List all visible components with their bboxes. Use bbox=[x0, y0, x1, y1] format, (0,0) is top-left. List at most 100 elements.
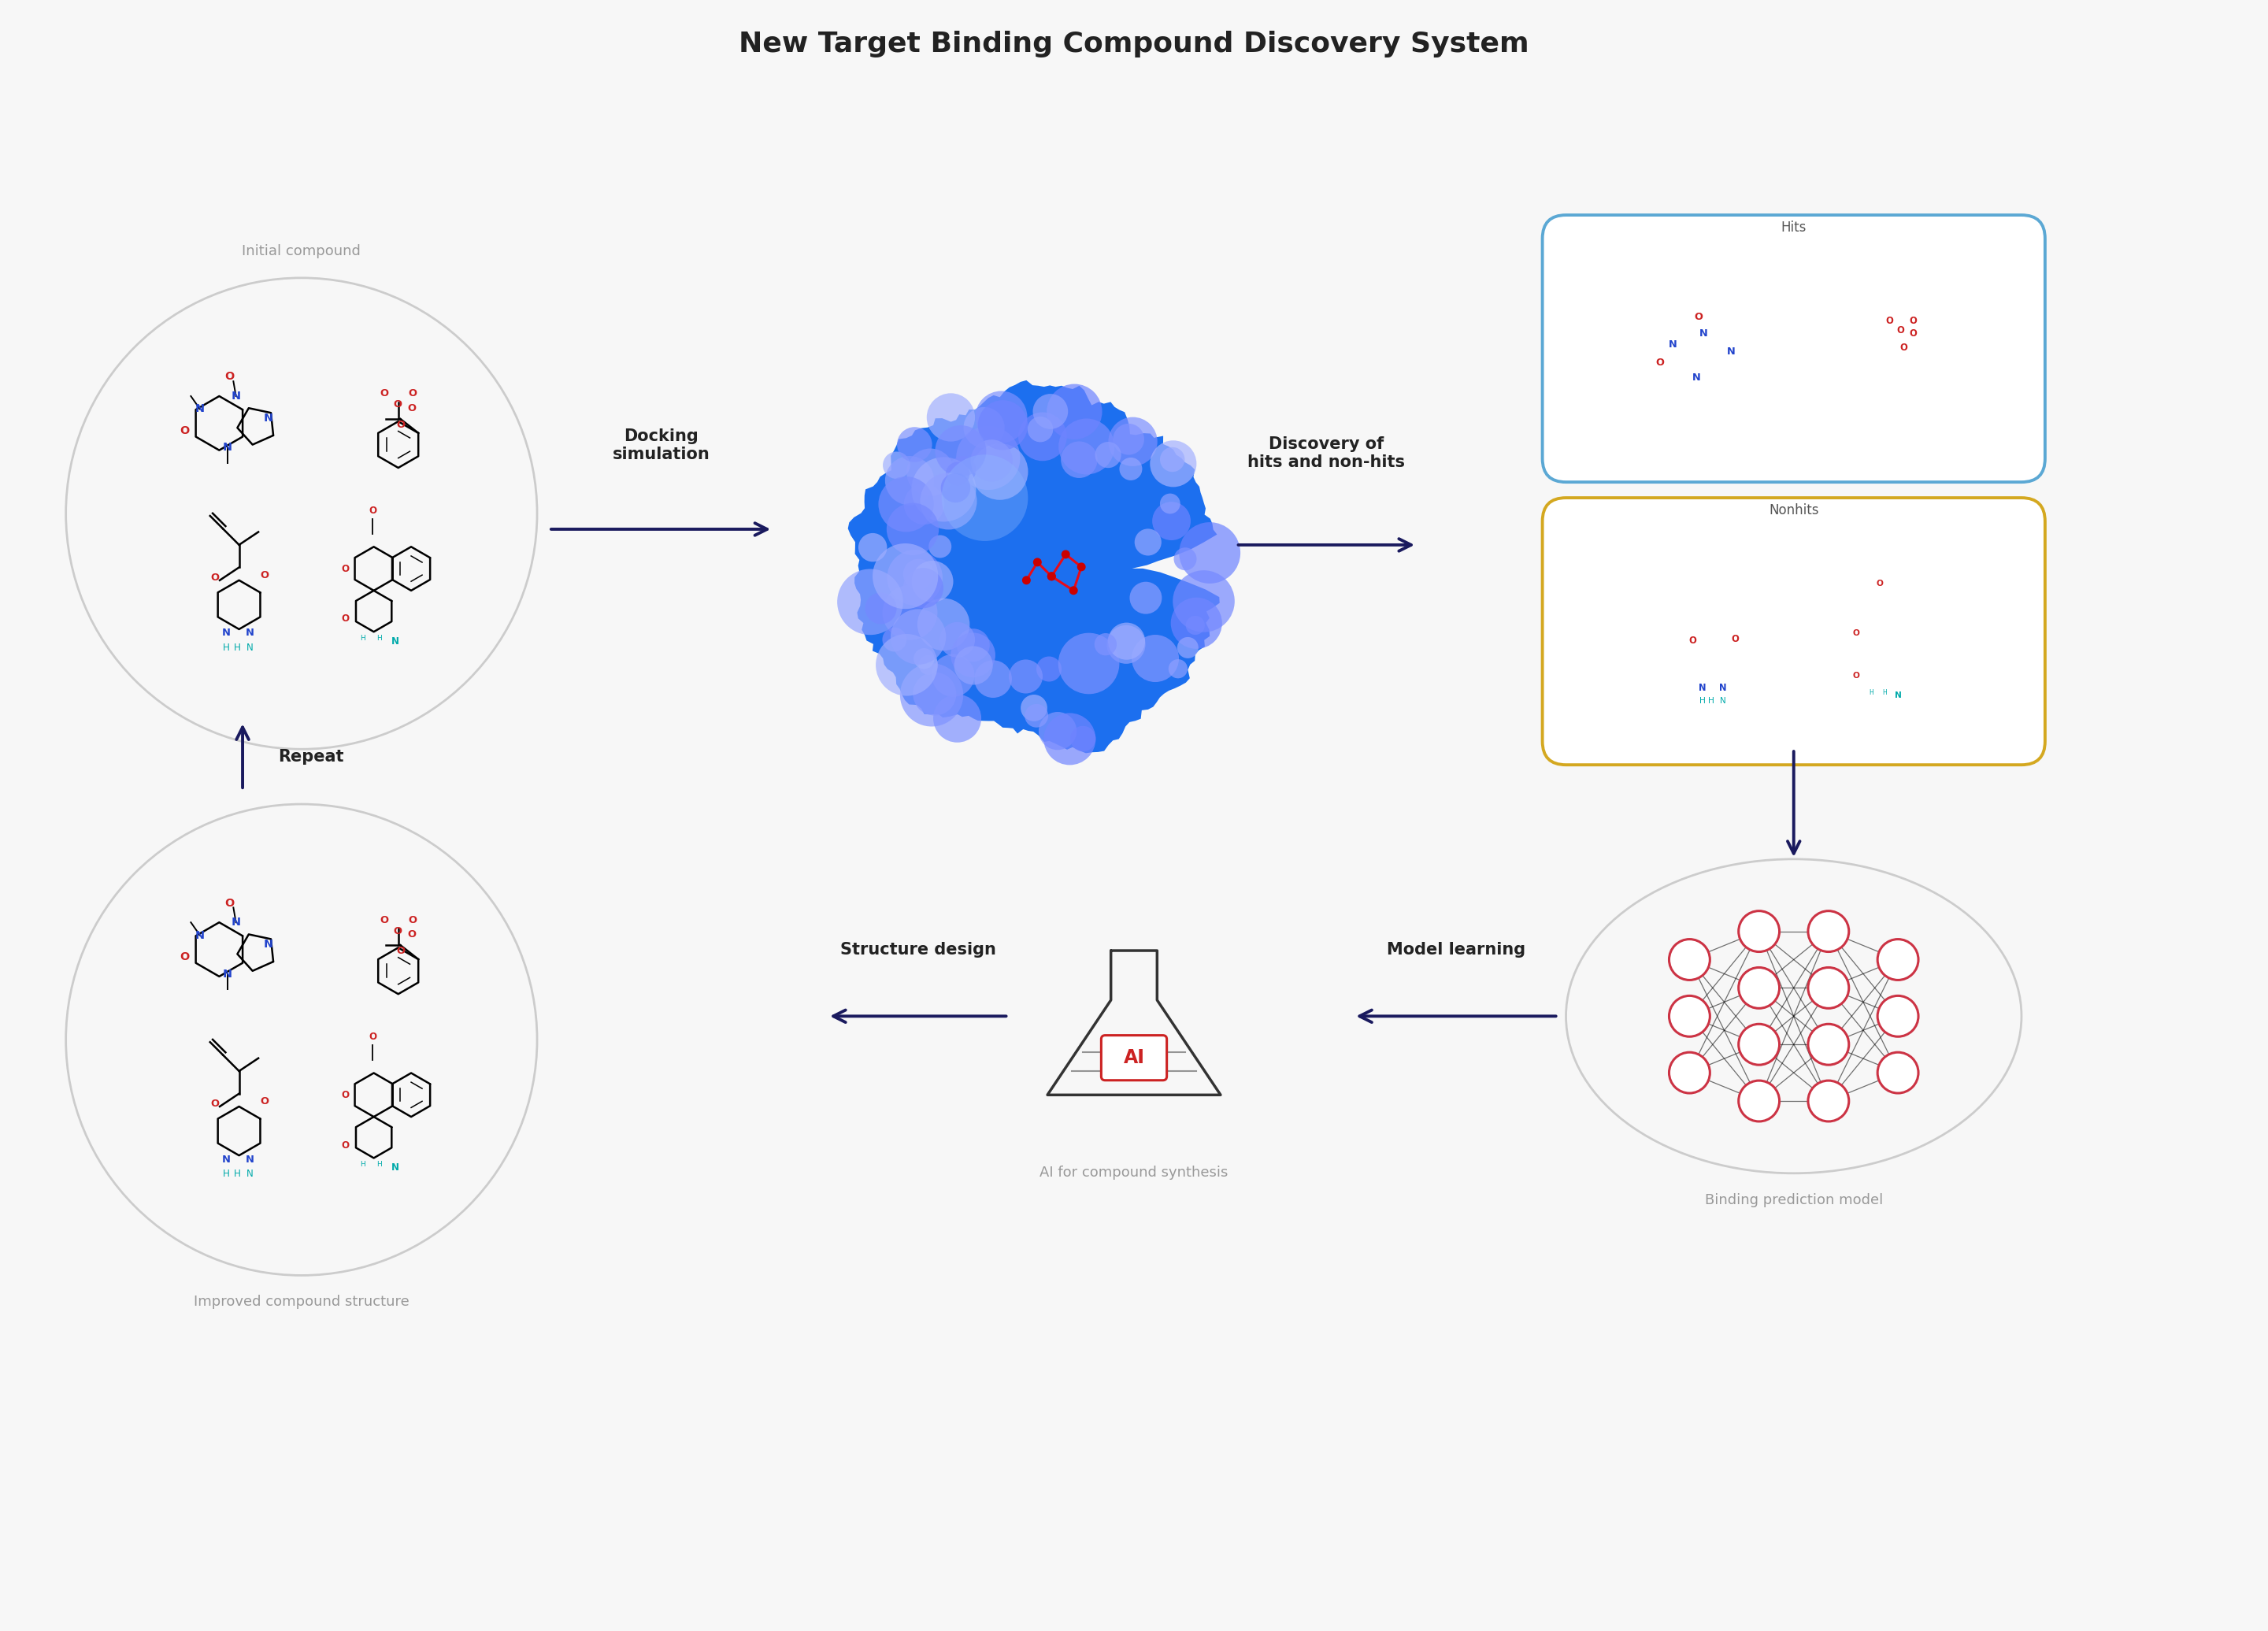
Circle shape bbox=[1018, 413, 1066, 462]
FancyBboxPatch shape bbox=[1102, 1036, 1166, 1080]
Text: H: H bbox=[1699, 696, 1706, 705]
Circle shape bbox=[1132, 634, 1179, 682]
Text: O: O bbox=[392, 400, 401, 409]
Text: O: O bbox=[1656, 357, 1665, 369]
Text: O: O bbox=[1694, 312, 1703, 321]
Text: N: N bbox=[1896, 692, 1903, 700]
Circle shape bbox=[1023, 576, 1030, 584]
Circle shape bbox=[971, 444, 1027, 501]
Text: New Target Binding Compound Discovery System: New Target Binding Compound Discovery Sy… bbox=[739, 31, 1529, 57]
Circle shape bbox=[939, 621, 975, 657]
Circle shape bbox=[932, 695, 982, 742]
Text: Structure design: Structure design bbox=[839, 941, 996, 957]
Text: N: N bbox=[1699, 328, 1708, 339]
Circle shape bbox=[919, 656, 939, 675]
Circle shape bbox=[1109, 418, 1157, 466]
Text: H: H bbox=[376, 1161, 381, 1168]
Text: Improved compound structure: Improved compound structure bbox=[193, 1295, 408, 1310]
Circle shape bbox=[1740, 1081, 1780, 1122]
Text: O: O bbox=[179, 951, 188, 962]
Text: H: H bbox=[361, 1161, 365, 1168]
Text: O: O bbox=[408, 930, 417, 939]
Text: Repeat: Repeat bbox=[279, 749, 345, 765]
Circle shape bbox=[903, 568, 943, 608]
Circle shape bbox=[946, 462, 971, 486]
Text: O: O bbox=[1910, 329, 1916, 339]
Circle shape bbox=[1808, 912, 1848, 953]
Circle shape bbox=[1150, 440, 1198, 488]
Circle shape bbox=[1070, 726, 1095, 752]
Text: O: O bbox=[342, 613, 349, 625]
Polygon shape bbox=[848, 380, 1220, 754]
Circle shape bbox=[1077, 563, 1086, 571]
Text: O: O bbox=[1853, 672, 1860, 680]
Circle shape bbox=[1808, 967, 1848, 1008]
Text: O: O bbox=[392, 926, 401, 936]
Text: O: O bbox=[379, 915, 388, 925]
Circle shape bbox=[1669, 939, 1710, 980]
Text: N: N bbox=[222, 442, 231, 453]
Text: O: O bbox=[397, 946, 406, 956]
Circle shape bbox=[1009, 659, 1043, 693]
Circle shape bbox=[1095, 442, 1120, 468]
Text: O: O bbox=[1901, 343, 1907, 352]
Circle shape bbox=[932, 654, 975, 696]
Circle shape bbox=[1032, 393, 1068, 429]
Circle shape bbox=[882, 586, 937, 639]
Circle shape bbox=[1669, 997, 1710, 1037]
Circle shape bbox=[964, 408, 1005, 449]
Circle shape bbox=[941, 455, 1027, 541]
Text: N: N bbox=[245, 1155, 254, 1165]
Text: N: N bbox=[1728, 347, 1735, 357]
Circle shape bbox=[1068, 586, 1077, 595]
Text: O: O bbox=[379, 388, 388, 400]
Text: O: O bbox=[408, 403, 417, 414]
Circle shape bbox=[934, 426, 987, 476]
Text: O: O bbox=[261, 569, 270, 581]
Text: AI: AI bbox=[1123, 1049, 1145, 1067]
Circle shape bbox=[1036, 656, 1061, 682]
Text: Binding prediction model: Binding prediction model bbox=[1706, 1192, 1882, 1207]
Text: O: O bbox=[211, 1099, 220, 1109]
Text: H: H bbox=[234, 643, 240, 652]
Circle shape bbox=[955, 646, 993, 685]
Circle shape bbox=[857, 533, 887, 561]
Circle shape bbox=[1129, 582, 1161, 613]
Circle shape bbox=[1114, 424, 1145, 455]
Text: N: N bbox=[245, 628, 254, 638]
Circle shape bbox=[837, 569, 903, 634]
Circle shape bbox=[1168, 659, 1188, 678]
Circle shape bbox=[900, 664, 964, 726]
Text: N: N bbox=[247, 1169, 254, 1179]
Circle shape bbox=[864, 592, 896, 625]
Circle shape bbox=[975, 661, 1012, 698]
Text: Model learning: Model learning bbox=[1386, 941, 1526, 957]
Circle shape bbox=[1878, 997, 1919, 1037]
Circle shape bbox=[1043, 713, 1095, 765]
Circle shape bbox=[1152, 502, 1191, 540]
Circle shape bbox=[912, 561, 953, 602]
Circle shape bbox=[1173, 571, 1234, 633]
Circle shape bbox=[1179, 522, 1241, 584]
Circle shape bbox=[1034, 558, 1041, 566]
Circle shape bbox=[971, 440, 1012, 481]
Text: N: N bbox=[231, 917, 240, 928]
Circle shape bbox=[1669, 1052, 1710, 1093]
Circle shape bbox=[903, 484, 943, 525]
Circle shape bbox=[912, 457, 975, 522]
Text: Nonhits: Nonhits bbox=[1769, 504, 1819, 517]
Text: N: N bbox=[390, 1163, 399, 1173]
Text: H: H bbox=[234, 1169, 240, 1179]
Text: N: N bbox=[390, 636, 399, 646]
Text: N: N bbox=[195, 930, 204, 941]
Text: N: N bbox=[263, 939, 272, 949]
Circle shape bbox=[875, 634, 937, 696]
Text: N: N bbox=[231, 390, 240, 401]
Circle shape bbox=[1021, 695, 1048, 721]
Text: N: N bbox=[247, 643, 254, 652]
Circle shape bbox=[1025, 705, 1048, 727]
Text: H: H bbox=[1882, 688, 1887, 696]
Text: O: O bbox=[225, 372, 234, 382]
Circle shape bbox=[887, 502, 939, 555]
Circle shape bbox=[907, 449, 955, 496]
